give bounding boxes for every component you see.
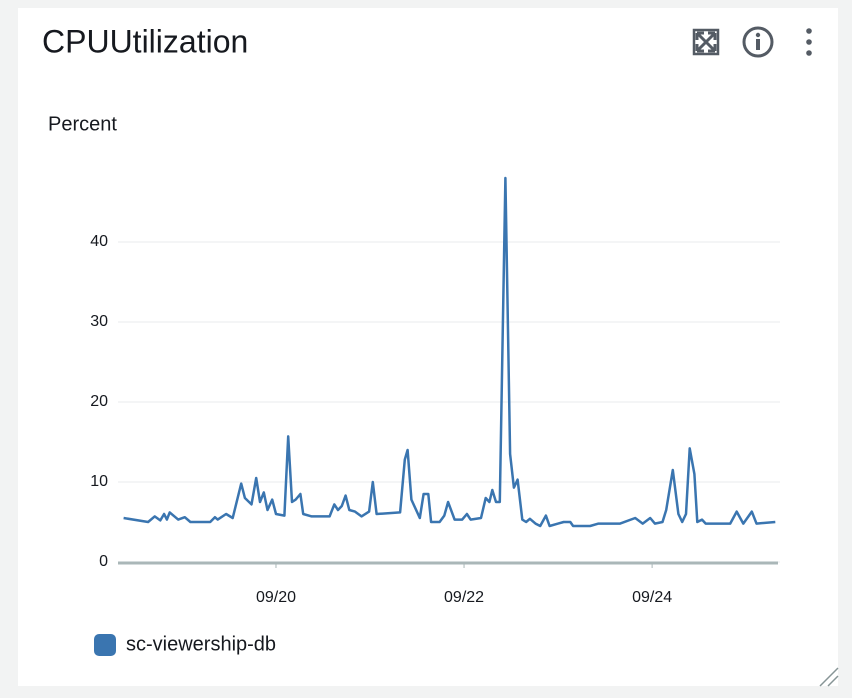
menu-icon[interactable] xyxy=(806,28,812,56)
x-tick-label: 09/24 xyxy=(632,589,672,606)
y-tick-label: 10 xyxy=(90,473,108,490)
x-tick-label: 09/22 xyxy=(444,589,484,606)
y-tick-label: 30 xyxy=(90,313,108,330)
info-icon[interactable] xyxy=(742,26,774,58)
x-tick-label: 09/20 xyxy=(256,589,296,606)
resize-handle[interactable] xyxy=(819,667,839,687)
widget-card xyxy=(18,8,838,686)
fullscreen-icon[interactable] xyxy=(692,28,720,56)
y-tick-label: 40 xyxy=(90,233,108,250)
y-tick-label: 20 xyxy=(90,393,108,410)
legend-swatch xyxy=(94,634,116,656)
y-tick-label: 0 xyxy=(99,553,108,570)
legend-label: sc-viewership-db xyxy=(126,633,276,655)
y-axis-label: Percent xyxy=(48,113,117,135)
chart-title: CPUUtilization xyxy=(42,23,248,59)
series-line xyxy=(123,176,776,528)
